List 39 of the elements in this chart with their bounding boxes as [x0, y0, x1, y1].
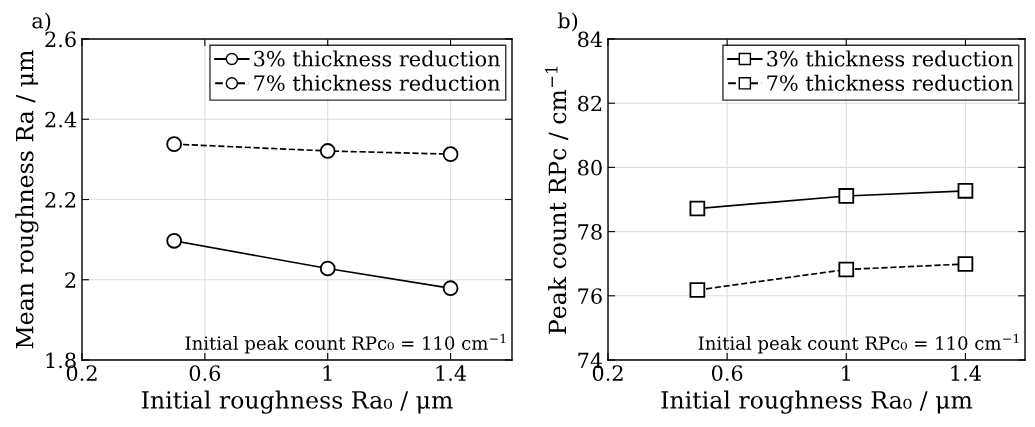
x-axis-title: Initial roughness Ra₀ / μm: [661, 390, 973, 414]
point: [957, 256, 974, 272]
point: [957, 182, 974, 199]
point: [838, 188, 855, 204]
point: [166, 232, 182, 249]
y-tick-label: 78: [578, 224, 602, 240]
y-axis-title: Mean roughness Ra / μm: [15, 50, 39, 349]
x-axis-title: Initial roughness Ra₀ / μm: [141, 390, 453, 414]
x-tick-label: 1: [842, 365, 850, 381]
point: [442, 280, 459, 297]
y-tick-label: 76: [578, 288, 602, 305]
x-tick-label: 1: [323, 365, 332, 381]
y-tick-label: 2: [65, 272, 76, 288]
chart-title: a): [32, 12, 51, 32]
y-axis-title: Peak count RPc / cm$^{−1}$: [545, 66, 569, 334]
annotation: Initial peak count RPc₀ = 110 cm$^{−1}$: [698, 333, 1019, 354]
legend-label: 7% thickness reduction: [767, 74, 1013, 91]
point: [319, 260, 336, 277]
point: [442, 146, 459, 163]
point: [838, 261, 855, 278]
annotation: Initial peak count RPc₀ = 110 cm$^{−1}$: [185, 333, 506, 354]
legend-label: 7% thickness reduction: [254, 74, 500, 91]
chart-title: b): [557, 12, 578, 32]
legend-label: 3% thickness reduction: [254, 50, 500, 67]
y-tick-label: 2.6: [45, 31, 76, 48]
x-tick-label: 0.6: [711, 365, 743, 381]
y-tick-label: 2.4: [45, 111, 77, 128]
legend-label: 3% thickness reduction: [767, 50, 1013, 67]
point: [166, 136, 182, 152]
point: [689, 282, 706, 298]
x-tick-label: 1.4: [436, 365, 467, 381]
y-tick-label: 82: [578, 95, 602, 112]
y-tick-label: 2.2: [45, 191, 76, 208]
x-tick-label: 1.4: [951, 365, 981, 381]
x-tick-label: 0.6: [189, 365, 221, 381]
point: [689, 200, 706, 217]
y-tick-label: 84: [578, 31, 603, 48]
point: [319, 143, 336, 159]
y-tick-label: 80: [578, 159, 602, 176]
